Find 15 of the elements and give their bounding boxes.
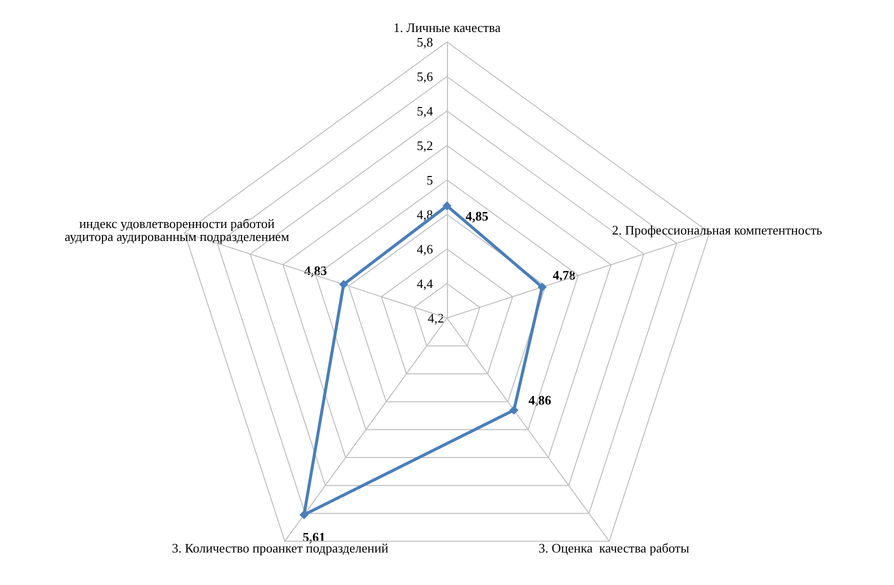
spoke-label: 1. Личные качества: [393, 20, 501, 35]
data-label: 4,78: [552, 268, 576, 283]
y-tick-label: 4,2: [428, 310, 444, 326]
y-tick-label: 5,2: [416, 138, 433, 153]
spoke-label: 3. Оценка качества работы: [538, 540, 690, 556]
y-tick-label: 5,4: [416, 104, 434, 118]
y-tick-label: 4,4: [416, 276, 434, 291]
spoke-label: 2. Профессиональная компетентность: [612, 222, 822, 238]
y-tick-label: 5: [426, 172, 433, 188]
y-tick-label: 5,6: [416, 69, 434, 84]
y-tick-label: 4,6: [416, 242, 434, 256]
y-tick-label: 5,8: [416, 34, 433, 50]
spoke-label: индекс удовлетворенности работой аудитора аудированным подразделением: [64, 216, 290, 244]
data-label: 4,86: [528, 392, 552, 408]
data-label: 4,85: [466, 208, 489, 224]
